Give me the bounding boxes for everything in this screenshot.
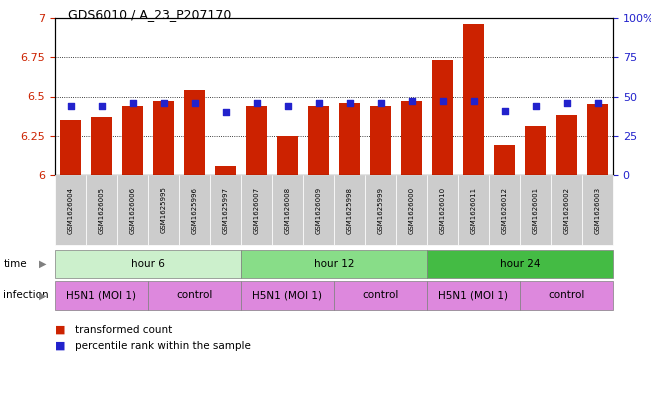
Text: GSM1626008: GSM1626008	[284, 186, 290, 233]
Bar	[309, 106, 329, 175]
Text: percentile rank within the sample: percentile rank within the sample	[74, 341, 251, 351]
Text: infection: infection	[3, 290, 49, 301]
Text: hour 6: hour 6	[131, 259, 165, 269]
Bar	[154, 101, 174, 175]
Text: GSM1626002: GSM1626002	[564, 187, 570, 233]
Text: H5N1 (MOI 1): H5N1 (MOI 1)	[253, 290, 322, 301]
Text: time: time	[3, 259, 27, 269]
Text: GSM1626010: GSM1626010	[439, 186, 445, 233]
Point	[128, 100, 138, 106]
Text: GSM1626012: GSM1626012	[501, 187, 508, 233]
Point	[592, 100, 603, 106]
Point	[313, 100, 324, 106]
Text: GSM1625996: GSM1625996	[191, 187, 197, 233]
Text: GSM1625999: GSM1625999	[378, 187, 383, 233]
Bar	[432, 61, 452, 175]
Bar	[402, 101, 422, 175]
Point	[437, 98, 448, 105]
Text: transformed count: transformed count	[74, 325, 172, 335]
Text: ■: ■	[55, 325, 66, 335]
Point	[251, 100, 262, 106]
Bar	[587, 105, 607, 175]
Bar	[339, 103, 359, 175]
Text: GDS6010 / A_23_P207170: GDS6010 / A_23_P207170	[68, 8, 231, 21]
Text: H5N1 (MOI 1): H5N1 (MOI 1)	[66, 290, 137, 301]
Point	[406, 98, 417, 105]
Text: ▶: ▶	[38, 290, 46, 301]
Text: GSM1625997: GSM1625997	[223, 187, 229, 233]
Point	[531, 103, 541, 109]
Point	[344, 100, 355, 106]
Point	[96, 103, 107, 109]
Bar	[494, 145, 514, 175]
Point	[468, 98, 478, 105]
Text: control: control	[548, 290, 585, 301]
Bar	[184, 90, 204, 175]
Point	[499, 108, 510, 114]
Point	[375, 100, 385, 106]
Point	[158, 100, 169, 106]
Bar	[464, 24, 484, 175]
Text: GSM1626004: GSM1626004	[68, 187, 74, 233]
Bar	[91, 117, 111, 175]
Bar	[215, 165, 236, 175]
Text: GSM1626006: GSM1626006	[130, 186, 135, 233]
Point	[65, 103, 76, 109]
Bar	[525, 126, 546, 175]
Bar	[247, 106, 266, 175]
Point	[220, 109, 230, 115]
Text: GSM1625995: GSM1625995	[161, 187, 167, 233]
Text: control: control	[363, 290, 398, 301]
Text: hour 24: hour 24	[500, 259, 540, 269]
Point	[283, 103, 293, 109]
Bar	[557, 115, 577, 175]
Text: GSM1626001: GSM1626001	[533, 186, 538, 233]
Text: ▶: ▶	[38, 259, 46, 269]
Bar	[370, 106, 391, 175]
Text: GSM1626003: GSM1626003	[594, 186, 600, 233]
Point	[561, 100, 572, 106]
Text: GSM1626009: GSM1626009	[316, 186, 322, 233]
Text: GSM1625998: GSM1625998	[346, 187, 352, 233]
Point	[189, 100, 200, 106]
Text: GSM1626007: GSM1626007	[253, 186, 260, 233]
Bar	[122, 106, 143, 175]
Text: hour 12: hour 12	[314, 259, 354, 269]
Text: ■: ■	[55, 341, 66, 351]
Text: control: control	[176, 290, 213, 301]
Bar	[277, 136, 298, 175]
Text: GSM1626005: GSM1626005	[98, 187, 105, 233]
Bar	[61, 120, 81, 175]
Text: H5N1 (MOI 1): H5N1 (MOI 1)	[439, 290, 508, 301]
Text: GSM1626000: GSM1626000	[408, 186, 415, 233]
Text: GSM1626011: GSM1626011	[471, 186, 477, 233]
